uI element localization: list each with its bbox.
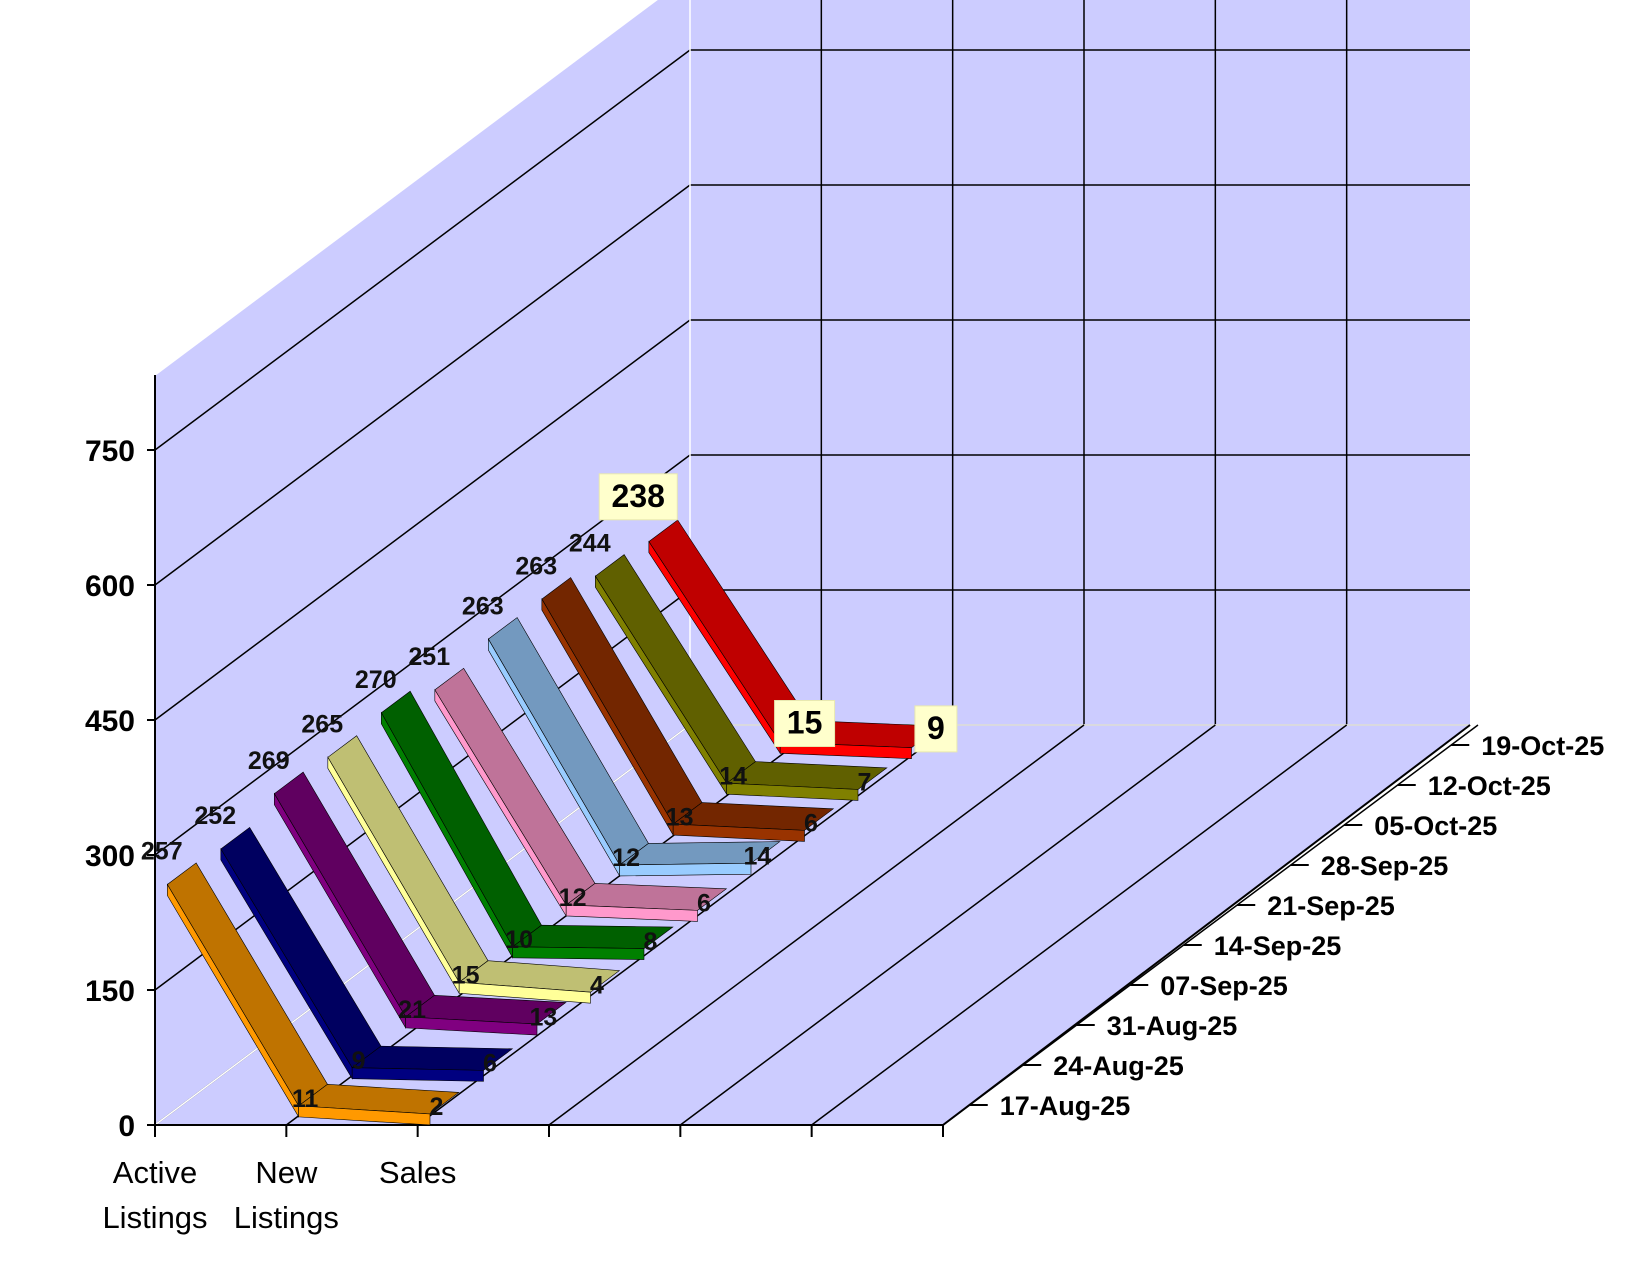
data-label: 13 [530,1003,558,1031]
series-07-Sep-25: 265 15 4 [301,711,621,1004]
category-label: Listings [234,1200,339,1235]
data-label: 10 [505,926,533,954]
data-label: 9 [352,1047,366,1075]
data-label: 12 [612,844,640,872]
floor-line [417,724,954,1126]
category-label: Active [113,1155,197,1190]
y-tick-label: 0 [118,1110,135,1143]
data-label: 14 [744,842,772,870]
gridline-side [154,49,691,451]
data-label: 257 [141,838,183,866]
line-segment [298,1105,431,1126]
line-segment [619,862,752,877]
y-tick-label: 750 [85,435,135,468]
data-label: 12 [559,884,587,912]
gridline-side [154,184,691,586]
data-label: 252 [194,802,236,830]
data-label: 14 [719,762,747,790]
data-label: 263 [462,592,504,620]
data-label-box [598,473,678,521]
y-tick-label: 600 [85,570,135,603]
series-21-Sep-25: 251 12 6 [408,643,728,922]
data-label: 13 [666,803,694,831]
category-label: Sales [379,1155,457,1190]
floor-line [548,724,1085,1126]
series-label: 05-Oct-25 [1374,811,1497,841]
floor-line [679,724,1216,1126]
series-28-Sep-25: 263 12 14 [462,592,781,878]
data-label: 263 [515,552,557,580]
data-label: 9 [927,710,945,746]
category-label: New [255,1155,318,1190]
series-label: 17-Aug-25 [1000,1091,1131,1121]
line-segment [672,823,805,842]
gridline-side-top [154,0,658,376]
series-24-Aug-25: 252 9 6 [194,802,514,1082]
floor-line [811,724,1348,1126]
data-label: 8 [643,928,657,956]
series-label: 07-Sep-25 [1160,971,1288,1001]
data-label: 244 [569,529,611,557]
series-19-Oct-25: 238 15 9 [598,473,958,759]
back-wall [690,0,1470,725]
y-tick-label: 300 [85,840,135,873]
data-label: 251 [408,643,450,671]
line-segment [512,946,645,960]
data-label: 15 [452,962,480,990]
series-label: 14-Sep-25 [1214,931,1342,961]
data-label: 269 [248,747,290,775]
line-segment [405,1016,538,1036]
data-label: 11 [292,1085,319,1113]
data-label: 6 [697,890,711,918]
data-label: 4 [590,971,604,999]
data-label: 21 [398,996,426,1024]
series-label: 19-Oct-25 [1481,731,1604,761]
data-label-box [774,700,836,747]
series-label: 12-Oct-25 [1428,771,1551,801]
data-label: 270 [355,666,397,694]
data-label: 265 [301,711,343,739]
depth-axis [942,724,1471,1126]
data-label-box [914,705,958,753]
series-label: 21-Sep-25 [1267,891,1395,921]
data-label: 6 [804,810,818,838]
gridline-side [154,454,691,856]
data-label: 2 [429,1093,443,1121]
line-segment [565,904,698,922]
series-label: 28-Sep-25 [1321,851,1449,881]
line-segment [458,981,591,1004]
series-12-Oct-25: 244 14 7 [569,529,888,801]
y-tick-label: 450 [85,705,135,738]
data-label: 6 [483,1050,497,1078]
line-segment [351,1067,484,1082]
data-label: 7 [857,769,871,797]
series-05-Oct-25: 263 13 6 [515,552,835,842]
series-31-Aug-25: 269 21 13 [248,747,567,1036]
data-label: 238 [612,478,665,514]
gridline-side [154,319,691,721]
line-segment [726,782,859,801]
series-label: 31-Aug-25 [1107,1011,1238,1041]
series-label: 24-Aug-25 [1053,1051,1184,1081]
y-tick-label: 150 [85,975,135,1008]
series-17-Aug-25: 257 11 2 [141,838,460,1126]
series-14-Sep-25: 270 10 8 [355,666,674,960]
data-label: 15 [787,705,823,741]
category-label: Listings [102,1200,207,1235]
side-wall [155,0,690,1125]
